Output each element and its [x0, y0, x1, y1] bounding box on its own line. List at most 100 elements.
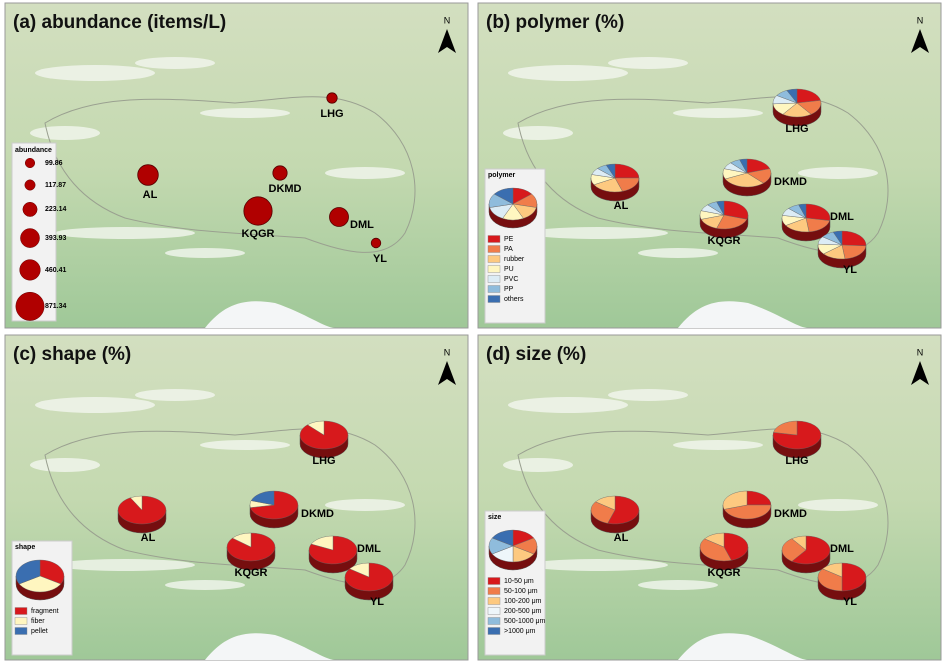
pie-slice: [772, 420, 822, 450]
abundance-circle: [243, 196, 273, 226]
pie-slice: [841, 230, 867, 247]
snow-area: [798, 499, 878, 511]
pie-slice: [786, 88, 798, 104]
snow-area: [165, 248, 245, 258]
pie-slice: [739, 158, 748, 174]
legend-swatch: [487, 597, 501, 605]
snow-area: [638, 580, 718, 590]
site-label: LHG: [320, 108, 343, 120]
north-arrow: [911, 29, 929, 53]
legend-swatch: [487, 235, 501, 243]
snow-area: [35, 65, 155, 81]
north-arrow: [438, 361, 456, 385]
pie-slice: [605, 163, 616, 179]
pie-slice: [307, 420, 325, 436]
snow-area: [673, 108, 763, 118]
pie-slice: [704, 532, 725, 548]
pie-slice: [781, 538, 807, 562]
snow-area: [673, 440, 763, 450]
pie-slice: [250, 490, 275, 506]
pie-slice: [723, 532, 749, 561]
site-label: DML: [350, 219, 374, 231]
site-label: LHG: [312, 455, 335, 467]
legend-label: 117.87: [45, 182, 66, 189]
legend-label: 100-200 μm: [504, 598, 542, 605]
plateau-boundary: [44, 96, 416, 253]
north-arrow: [911, 361, 929, 385]
legend-title: shape: [15, 544, 35, 551]
panel-title: (c) shape (%): [13, 344, 131, 365]
legend-circle: [15, 291, 45, 321]
snow-area: [135, 389, 215, 401]
pie-slice: [723, 504, 772, 520]
legend-label: 460.41: [45, 267, 67, 274]
legend-title: abundance: [15, 147, 52, 154]
snow-area: [35, 397, 155, 413]
site-label: DKMD: [774, 176, 807, 188]
snow-area: [528, 227, 668, 239]
legend-label: fiber: [31, 618, 45, 625]
pie-slice: [716, 214, 748, 230]
north-label: N: [444, 15, 451, 25]
pie-slice: [18, 575, 62, 593]
snow-area: [55, 227, 195, 239]
site-label: YL: [370, 596, 384, 608]
pie-slice: [822, 562, 843, 578]
pie-slice: [798, 203, 807, 219]
legend-circle: [20, 228, 40, 248]
map-background: [4, 334, 469, 661]
abundance-circle: [370, 237, 382, 249]
site-label: KQGR: [708, 235, 741, 247]
site-label: YL: [843, 264, 857, 276]
site-label: DKMD: [301, 508, 334, 520]
legend-label: rubber: [504, 256, 525, 263]
legend-swatch: [14, 607, 28, 615]
legend-label: PVC: [504, 276, 518, 283]
sea: [205, 301, 335, 328]
abundance-circle: [137, 164, 159, 186]
site-label: YL: [843, 596, 857, 608]
plateau-boundary: [517, 96, 889, 253]
site-label: KQGR: [242, 228, 275, 240]
pie-slice: [699, 538, 732, 562]
legend-swatch: [487, 265, 501, 273]
legend-label: 50-100 μm: [504, 588, 538, 595]
pie-slice: [716, 200, 725, 216]
north-arrow: [438, 29, 456, 53]
pie-slice: [15, 559, 41, 585]
snow-area: [200, 440, 290, 450]
legend-label: fragment: [31, 608, 59, 615]
legend-circle: [22, 201, 38, 217]
legend-swatch: [487, 577, 501, 585]
pie-slice: [805, 203, 831, 221]
pie-slice: [841, 244, 867, 260]
site-label: DML: [830, 211, 854, 223]
pie-slice: [493, 187, 514, 205]
legend-label: PP: [504, 286, 514, 293]
legend-label: >1000 μm: [504, 628, 536, 635]
snow-area: [55, 559, 195, 571]
legend-label: PA: [504, 246, 513, 253]
snow-area: [30, 126, 100, 140]
map-background: [477, 2, 942, 329]
legend-circle: [19, 259, 41, 281]
legend-label: PU: [504, 266, 514, 273]
site-label: KQGR: [708, 567, 741, 579]
legend-swatch: [487, 617, 501, 625]
pie-slice: [722, 490, 748, 510]
legend-swatch: [487, 607, 501, 615]
sea: [205, 633, 335, 660]
snow-area: [503, 458, 573, 472]
legend-swatch: [487, 255, 501, 263]
north-label: N: [444, 347, 451, 357]
pie-slice: [791, 535, 807, 551]
site-label: YL: [373, 253, 387, 265]
legend-label: 223.14: [45, 206, 67, 213]
site-label: DKMD: [774, 508, 807, 520]
pie-slice: [614, 163, 640, 179]
legend-label: others: [504, 296, 524, 303]
snow-area: [608, 57, 688, 69]
north-label: N: [917, 347, 924, 357]
